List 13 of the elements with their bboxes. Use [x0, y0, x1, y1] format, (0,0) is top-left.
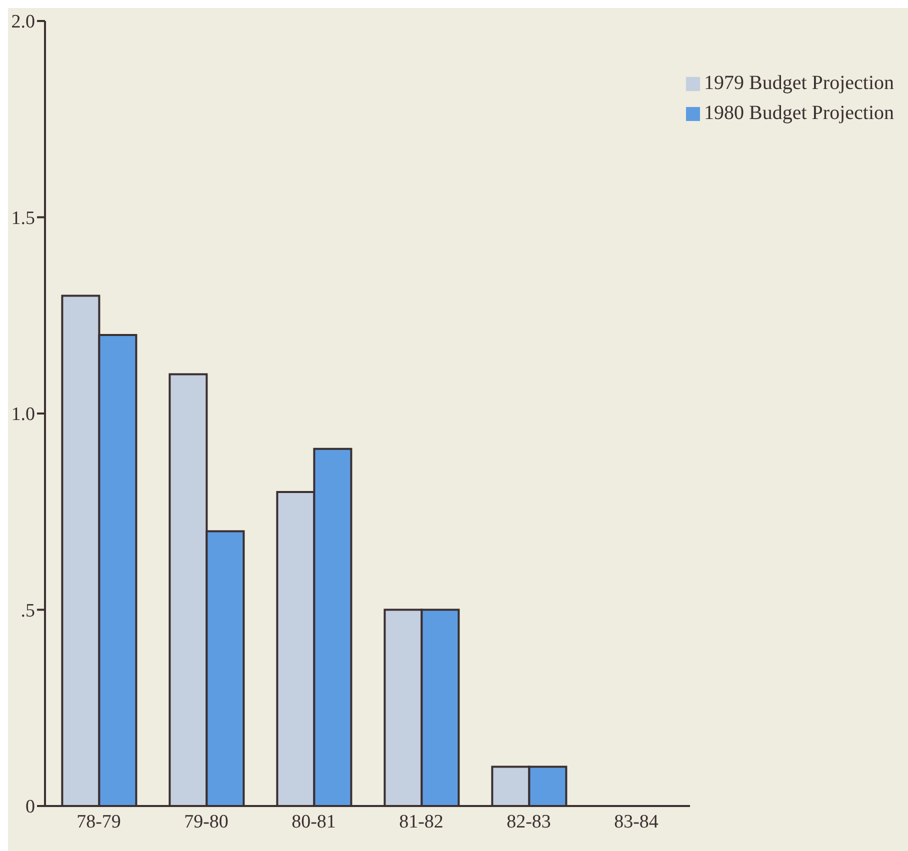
- y-tick-label: 0: [26, 796, 35, 818]
- x-tick-label: 80-81: [292, 811, 336, 832]
- y-tick-label: 1.0: [11, 404, 35, 426]
- legend-label: 1980 Budget Projection: [704, 102, 894, 124]
- y-tick-label: .5: [20, 600, 35, 622]
- legend-label: 1979 Budget Projection: [704, 72, 894, 94]
- x-tick-label: 81-82: [399, 811, 444, 832]
- y-tick-label: 2.0: [11, 12, 35, 33]
- x-tick-label: 79-80: [184, 811, 228, 832]
- x-tick-label: 78-79: [76, 811, 121, 832]
- x-tick-label: 83-84: [614, 811, 659, 832]
- y-tick-label: 1.5: [11, 208, 35, 229]
- x-tick-label: 82-83: [506, 811, 551, 832]
